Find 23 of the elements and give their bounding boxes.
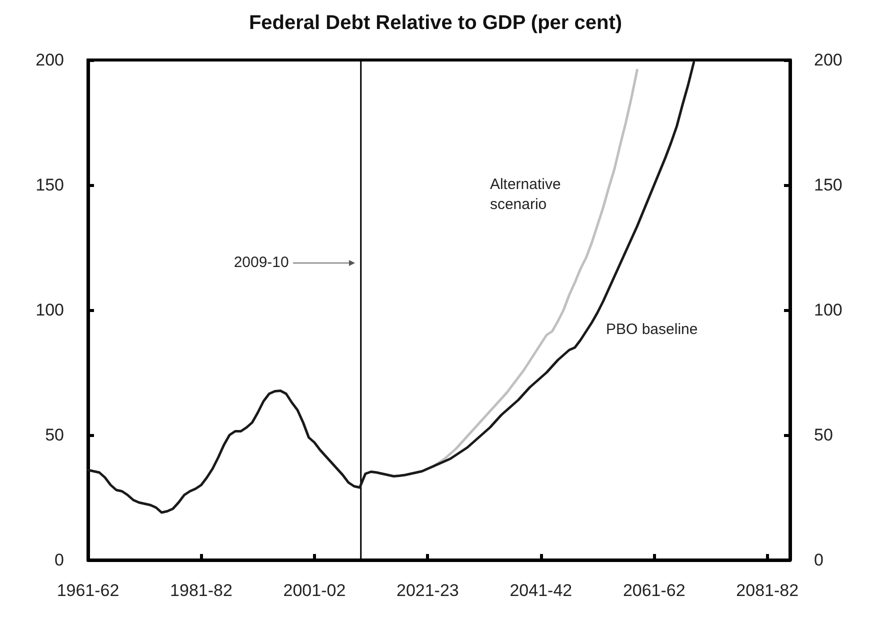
y-tick-label: 200 (36, 50, 64, 70)
chart-title: Federal Debt Relative to GDP (per cent) (248, 12, 622, 34)
line-series (86, 61, 696, 514)
series-label: PBO baseline (606, 320, 698, 340)
y-tick-label: 50 (45, 426, 64, 444)
y2-tick-label: 150 (814, 176, 842, 194)
y-tick-label: 0 (54, 550, 64, 570)
y-tick-label: 150 (36, 176, 64, 194)
x-tick-label: 2081-82 (736, 581, 799, 600)
x-tick-label: 2021-23 (396, 581, 459, 600)
x-tick-label: 1961-62 (56, 581, 120, 600)
y2-tick-label: 0 (814, 550, 824, 570)
y2-tick-label: 100 (814, 300, 842, 320)
text: Alternative scenario (490, 175, 562, 215)
y2-tick-label: 200 (814, 50, 842, 70)
x-tick-label: 2041-42 (510, 581, 572, 600)
y2-tick-label: 50 (814, 426, 833, 444)
y-tick-label: 100 (36, 300, 64, 320)
x-tick-label: 1981-82 (170, 581, 232, 600)
x-tick-label: 2061-62 (622, 581, 686, 600)
x-tick-label: 2001-02 (283, 581, 346, 600)
line-series (432, 68, 638, 468)
annotation: 2009-10 (234, 252, 289, 272)
